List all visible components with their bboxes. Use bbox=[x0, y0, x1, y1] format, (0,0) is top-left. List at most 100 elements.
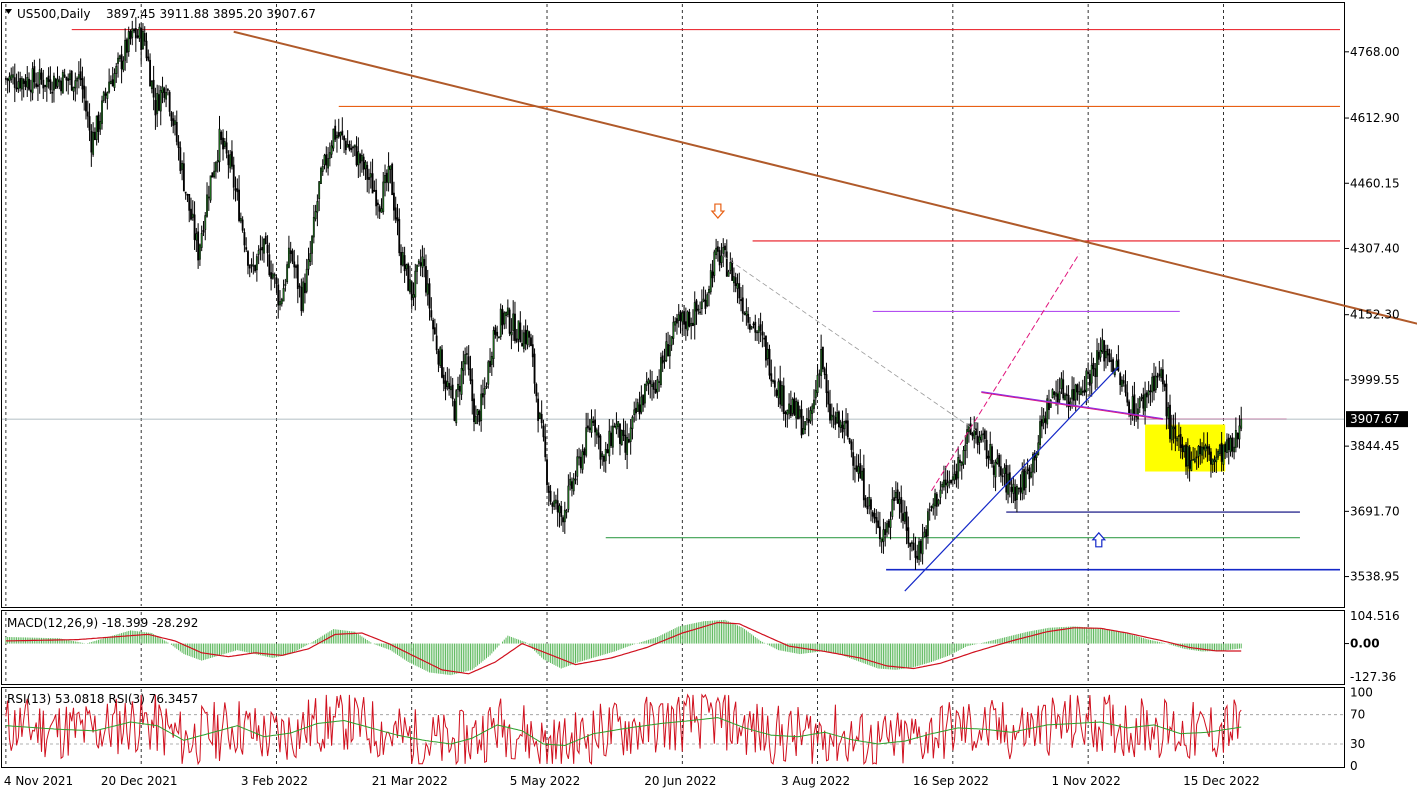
candle-body bbox=[1051, 389, 1054, 398]
candle-body bbox=[158, 94, 160, 111]
candle-body bbox=[216, 160, 219, 163]
candle-body bbox=[923, 531, 926, 537]
candle-body bbox=[914, 550, 917, 558]
candle-body bbox=[1121, 379, 1123, 387]
candle-body bbox=[718, 250, 721, 266]
candle-body bbox=[526, 330, 529, 346]
price-tick-label: 4768.00 bbox=[1350, 45, 1400, 59]
candle-body bbox=[987, 455, 990, 459]
candle-body bbox=[223, 141, 226, 147]
candle-body bbox=[26, 77, 29, 88]
candle-body bbox=[327, 158, 329, 169]
candle-body bbox=[1014, 486, 1017, 501]
candle-body bbox=[1044, 418, 1047, 423]
candle-body bbox=[289, 250, 292, 255]
candle-body bbox=[948, 480, 951, 483]
candle-body bbox=[700, 301, 703, 310]
candle-body bbox=[1218, 444, 1221, 454]
candle-body bbox=[95, 115, 98, 140]
overlay-drawings bbox=[233, 30, 1417, 592]
candle-body bbox=[163, 88, 166, 98]
candle-body bbox=[1069, 401, 1072, 407]
candle-body bbox=[1128, 401, 1130, 415]
candle-body bbox=[506, 307, 509, 315]
candle-body bbox=[629, 427, 632, 442]
candle-body bbox=[973, 430, 976, 439]
candle-body bbox=[165, 91, 168, 100]
candle-body bbox=[1058, 391, 1061, 401]
candle-body bbox=[1117, 359, 1120, 371]
candle-body bbox=[604, 448, 607, 462]
candle-body bbox=[624, 434, 627, 453]
candle-body bbox=[1177, 435, 1180, 437]
candle-body bbox=[1071, 389, 1074, 400]
candle-body bbox=[462, 361, 465, 371]
candle-body bbox=[524, 329, 527, 344]
candle-body bbox=[823, 368, 826, 376]
candle-body bbox=[578, 456, 580, 459]
candle-body bbox=[864, 497, 867, 507]
candle-body bbox=[69, 73, 71, 81]
candle-body bbox=[63, 74, 66, 77]
candle-body bbox=[394, 207, 397, 220]
candle-body bbox=[255, 256, 258, 271]
candle-body bbox=[640, 396, 643, 413]
candle-body bbox=[519, 322, 522, 342]
candle-body bbox=[311, 236, 313, 254]
candle-body bbox=[268, 254, 271, 276]
candle-body bbox=[601, 453, 604, 457]
candle-body bbox=[567, 485, 570, 510]
chart-ohlc: 3897.45 3911.88 3895.20 3907.67 bbox=[106, 7, 316, 21]
candle-body bbox=[337, 132, 340, 138]
candle-body bbox=[939, 489, 942, 498]
candle-body bbox=[238, 189, 240, 221]
candle-body bbox=[592, 420, 595, 423]
candle-body bbox=[975, 428, 977, 436]
candle-body bbox=[446, 381, 449, 387]
candle-body bbox=[608, 430, 611, 457]
time-tick-label: 16 Sep 2022 bbox=[913, 774, 989, 788]
candle-body bbox=[482, 393, 484, 398]
candle-body bbox=[763, 337, 766, 340]
candle-body bbox=[1112, 359, 1114, 373]
candle-body bbox=[296, 264, 299, 289]
candle-body bbox=[118, 55, 121, 59]
candle-body bbox=[620, 429, 623, 446]
candle-body bbox=[1039, 421, 1041, 445]
candle-body bbox=[213, 170, 216, 178]
candle-body bbox=[770, 373, 773, 382]
candle-body bbox=[465, 353, 468, 355]
candle-body bbox=[117, 57, 119, 64]
candle-body bbox=[77, 74, 80, 79]
candle-body bbox=[562, 517, 564, 523]
candle-body bbox=[1023, 469, 1025, 491]
candle-body bbox=[1194, 458, 1196, 463]
candle-body bbox=[81, 78, 84, 90]
candle-body bbox=[12, 74, 14, 78]
candle-body bbox=[1106, 348, 1109, 356]
candle-body bbox=[286, 264, 289, 283]
candle-body bbox=[953, 473, 956, 481]
menu-triangle-icon[interactable] bbox=[5, 9, 12, 14]
candle-body bbox=[667, 344, 669, 357]
candle-body bbox=[515, 338, 518, 342]
candle-body bbox=[551, 503, 554, 507]
candle-body bbox=[814, 390, 817, 399]
candle-body bbox=[1197, 446, 1200, 457]
current-price-label: 3907.67 bbox=[1350, 412, 1400, 426]
candle-body bbox=[1088, 373, 1091, 386]
candle-body bbox=[384, 175, 386, 184]
candle-body bbox=[643, 383, 646, 404]
candle-body bbox=[660, 357, 662, 385]
time-tick-label: 1 Nov 2022 bbox=[1052, 774, 1121, 788]
candle-body bbox=[508, 309, 511, 334]
candle-body bbox=[991, 446, 993, 464]
candle-body bbox=[496, 331, 499, 337]
candle-body bbox=[90, 130, 93, 153]
candle-body bbox=[282, 288, 285, 302]
candle-body bbox=[17, 81, 20, 90]
candle-body bbox=[642, 394, 645, 406]
candle-body bbox=[962, 450, 965, 465]
